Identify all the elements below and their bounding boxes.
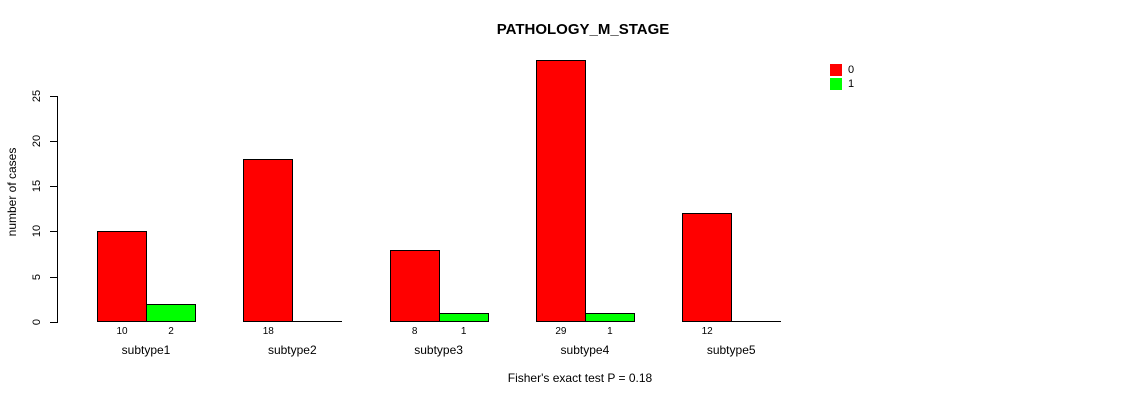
y-tick [50, 231, 57, 232]
y-tick-label: 0 [31, 318, 43, 326]
bar [682, 213, 733, 322]
bar-value-label: 10 [116, 326, 128, 337]
bar-value-label: 2 [168, 326, 174, 337]
category-label: subtype3 [414, 343, 463, 357]
bar-value-label: 1 [460, 326, 467, 337]
legend-swatch [830, 78, 842, 90]
fisher-test-annotation: Fisher's exact test P = 0.18 [507, 371, 653, 385]
legend-swatch [830, 64, 842, 76]
bar [97, 231, 147, 322]
bar-value-label: 1 [607, 326, 613, 337]
bar [292, 321, 343, 322]
category-label: subtype1 [121, 343, 171, 357]
category-label: subtype2 [267, 343, 317, 357]
y-tick-label: 20 [31, 134, 43, 148]
bar [438, 313, 489, 322]
y-tick-label: 5 [31, 273, 43, 281]
bar [146, 304, 196, 322]
bar [731, 321, 782, 322]
y-axis-line [57, 96, 58, 323]
legend-label: 1 [848, 78, 855, 90]
y-tick-label: 15 [31, 179, 43, 193]
bar-value-label: 29 [555, 326, 567, 337]
y-tick-label: 25 [31, 89, 43, 103]
y-tick [50, 96, 57, 97]
bar [243, 159, 294, 322]
bar-value-label: 12 [701, 326, 713, 337]
legend-label: 0 [848, 64, 855, 76]
legend-row: 0 [830, 63, 854, 77]
y-tick [50, 277, 57, 278]
bar [389, 250, 440, 322]
y-tick [50, 322, 57, 323]
y-tick [50, 186, 57, 187]
bar [535, 60, 586, 322]
y-axis-label: number of cases [5, 147, 19, 237]
legend-row: 1 [830, 77, 854, 91]
y-tick-label: 10 [31, 224, 43, 238]
bar-value-label: 8 [411, 326, 418, 337]
bar-value-label: 18 [262, 326, 274, 337]
bar [584, 313, 635, 322]
category-label: subtype4 [560, 343, 610, 357]
chart-title: PATHOLOGY_M_STAGE [496, 21, 670, 38]
y-tick [50, 141, 57, 142]
category-label: subtype5 [706, 343, 756, 357]
